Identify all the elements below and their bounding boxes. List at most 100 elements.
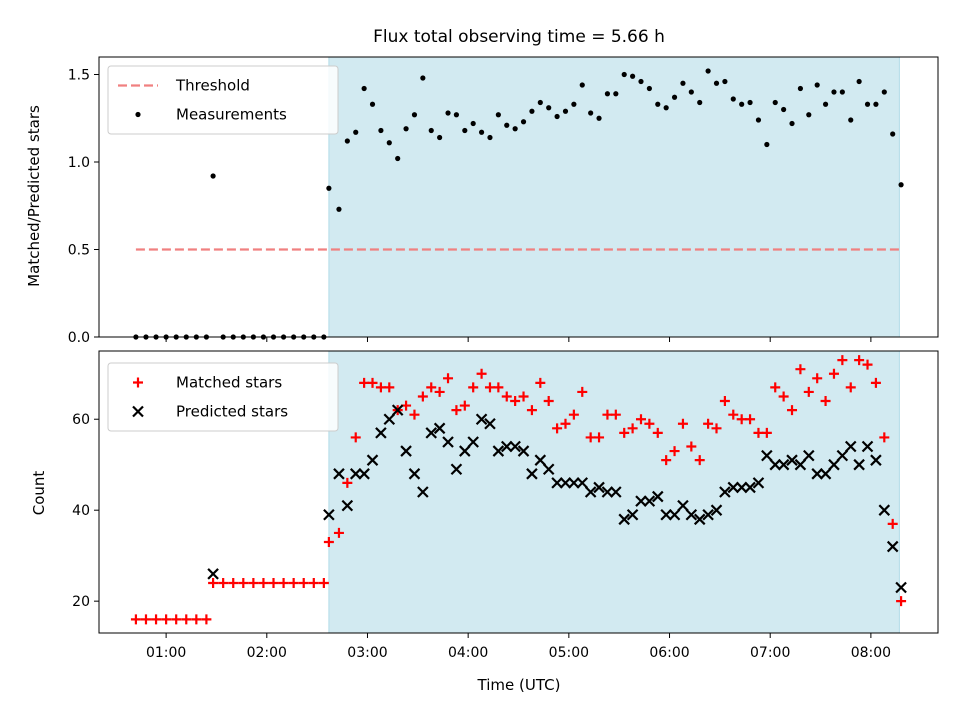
matched-stars-point	[518, 391, 529, 402]
matched-stars-point	[258, 577, 269, 588]
measurements-point	[772, 99, 778, 106]
predicted-stars-point	[786, 454, 798, 466]
predicted-stars-point	[391, 404, 404, 416]
predicted-stars-point	[861, 440, 874, 453]
measurements-point	[495, 112, 501, 118]
measurements-point	[403, 126, 409, 132]
predicted-stars-point	[584, 486, 597, 498]
matched-stars-point	[644, 418, 655, 429]
matched-stars-point	[248, 577, 259, 588]
predicted-stars-point	[593, 481, 605, 494]
predicted-stars-point	[693, 513, 706, 526]
matched-stars-point	[384, 382, 395, 393]
matched-stars-point	[568, 409, 579, 420]
matched-stars-point	[686, 441, 697, 452]
matched-stars-point	[323, 537, 334, 548]
legend-label: Measurements	[176, 106, 287, 124]
bottom-y-axis-label: Count	[30, 471, 48, 516]
measurements-point	[688, 89, 694, 95]
predicted-stars-point	[433, 422, 446, 435]
bottom-x-tick-label: 06:00	[649, 645, 689, 661]
predicted-stars-point	[769, 458, 782, 471]
measurements-point	[646, 85, 652, 92]
predicted-stars-point	[878, 504, 891, 516]
matched-stars-point	[552, 423, 563, 434]
measurements-point	[588, 110, 594, 116]
predicted-stars-point	[459, 445, 471, 457]
measurements-point	[739, 101, 745, 107]
measurements-point	[890, 131, 896, 137]
measurements-point	[478, 129, 485, 135]
matched-stars-point	[278, 577, 289, 588]
predicted-stars-point	[618, 513, 630, 526]
matched-stars-point	[510, 396, 521, 407]
matched-stars-point	[476, 368, 487, 379]
matched-stars-point	[238, 577, 249, 588]
matched-stars-point	[652, 427, 663, 438]
matched-stars-point	[845, 382, 856, 393]
matched-stars-point	[728, 409, 739, 420]
measurements-point	[789, 120, 795, 127]
measurements-point	[655, 101, 661, 107]
measurements-point	[697, 99, 703, 106]
matched-stars-point	[677, 418, 688, 429]
measurements-point	[722, 78, 728, 85]
matched-stars-point	[619, 427, 630, 438]
measurements-point	[378, 127, 384, 134]
matched-stars-point	[443, 373, 454, 384]
matched-stars-point	[501, 391, 512, 402]
measurements-point	[764, 141, 770, 148]
matched-stars-point	[484, 382, 495, 393]
matched-stars-point	[288, 577, 299, 588]
matched-stars-point	[560, 418, 571, 429]
measurements-point	[487, 134, 493, 141]
x-axis-label: Time (UTC)	[477, 676, 561, 694]
bottom-x-tick-label: 04:00	[448, 645, 488, 661]
measurements-point	[571, 101, 577, 107]
measurements-point	[596, 115, 602, 121]
predicted-stars-point	[660, 508, 672, 521]
bottom-y-tick-label: 20	[72, 594, 90, 610]
measurements-point	[806, 112, 812, 118]
legend-label: Matched stars	[176, 374, 282, 392]
bottom-x-tick-label: 05:00	[549, 645, 589, 661]
measurements-point	[504, 122, 510, 128]
matched-stars-point	[201, 614, 212, 625]
matched-stars-point	[543, 396, 554, 407]
legend-marker	[133, 377, 143, 388]
matched-stars-point	[171, 614, 182, 625]
predicted-stars-point	[735, 481, 748, 494]
top-y-tick-label: 1.0	[68, 155, 90, 171]
matched-stars-point	[140, 614, 151, 625]
predicted-stars-point	[425, 427, 438, 439]
predicted-stars-point	[333, 468, 345, 480]
predicted-stars-point	[601, 486, 614, 498]
matched-stars-point	[493, 382, 504, 393]
predicted-stars-point	[517, 445, 530, 457]
predicted-stars-point	[400, 445, 412, 457]
predicted-stars-point	[207, 568, 219, 580]
measurements-point	[411, 112, 418, 118]
measurements-point	[520, 119, 527, 125]
matched-stars-point	[803, 386, 814, 397]
bottom-legend	[107, 362, 339, 432]
measurements-point	[604, 91, 611, 97]
predicted-stars-point	[819, 468, 832, 480]
predicted-stars-point	[844, 440, 857, 453]
matched-stars-point	[409, 409, 420, 420]
predicted-stars-point	[509, 440, 521, 453]
predicted-stars-point	[710, 504, 723, 516]
predicted-stars-point	[576, 477, 589, 489]
predicted-stars-point	[626, 508, 639, 521]
matched-stars-point	[318, 577, 329, 588]
measurements-point	[621, 71, 627, 78]
top-plot: 0.0 0.5 1.0 1.5 Threshold Measurements	[68, 56, 939, 346]
measurements-point	[705, 68, 711, 74]
matched-stars-point	[191, 614, 202, 625]
predicted-stars-point	[886, 540, 899, 553]
matched-stars-point	[854, 355, 865, 366]
bottom-shaded-interval	[328, 350, 900, 634]
bottom-y-tick-label: 40	[72, 503, 90, 519]
predicted-stars-point	[811, 468, 823, 480]
measurements-point	[562, 108, 569, 114]
